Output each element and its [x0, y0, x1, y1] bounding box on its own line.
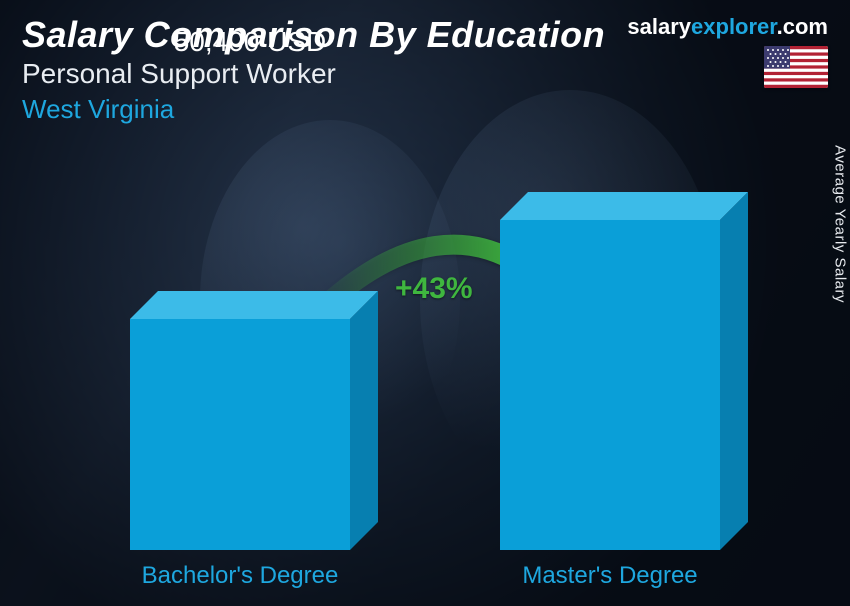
bar-value: 50,400 USD	[100, 26, 400, 58]
chart-location: West Virginia	[22, 94, 174, 125]
bar-side-face	[720, 192, 748, 550]
us-flag-icon	[764, 46, 828, 88]
bar-top-face	[130, 291, 378, 319]
bar-label: Master's Degree	[480, 562, 740, 590]
infographic-stage: Salary Comparison By Education Personal …	[0, 0, 850, 606]
bar-side-face	[350, 291, 378, 550]
brand-logo: salaryexplorer.com	[627, 14, 828, 40]
bar-rect	[500, 220, 720, 550]
brand-text-suffix: .com	[777, 14, 828, 39]
bar-label: Bachelor's Degree	[110, 562, 370, 590]
bar-top-face	[500, 192, 748, 220]
chart-subtitle: Personal Support Worker	[22, 58, 336, 90]
bar-rect	[130, 319, 350, 550]
brand-text-plain: salary	[627, 14, 691, 39]
bar-masters: 72,100 USD Master's Degree	[500, 220, 720, 550]
brand-text-accent: explorer	[691, 14, 777, 39]
delta-label: +43%	[395, 272, 473, 306]
bar-bachelors: 50,400 USD Bachelor's Degree	[130, 319, 350, 550]
bar-chart: +43% 50,400 USD Bachelor's Degree 72,100…	[0, 136, 850, 606]
